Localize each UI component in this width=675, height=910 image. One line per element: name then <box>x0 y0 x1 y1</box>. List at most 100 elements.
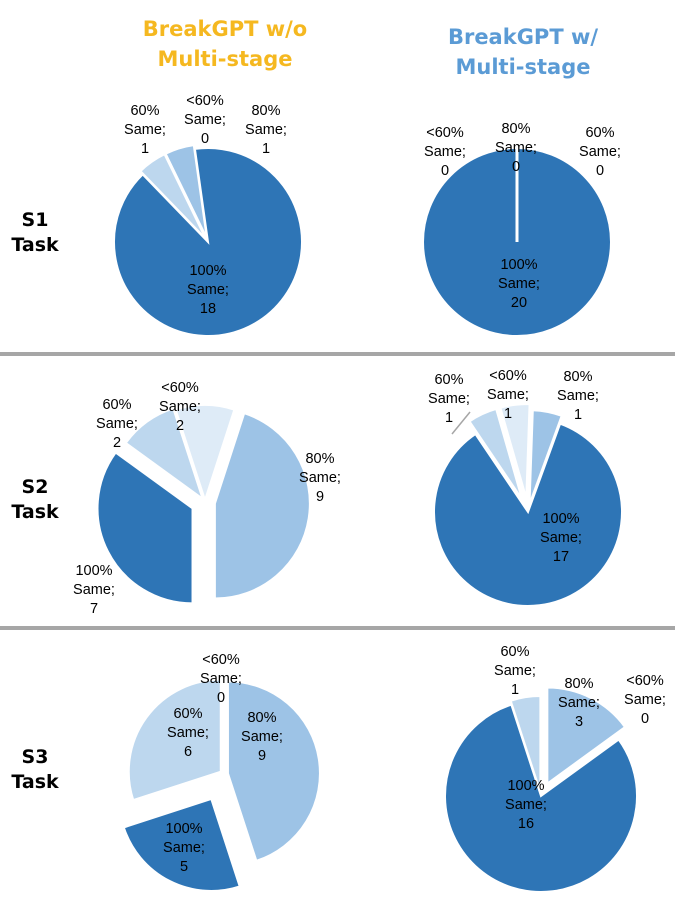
row-label-s3-line1: S3 <box>21 746 49 768</box>
data-label-line: 0 <box>512 159 520 175</box>
pie-slice-100pct-same <box>122 797 241 892</box>
pie-slice-lt60pct-same <box>499 403 531 499</box>
pie-chart-s1-with-multistage: 100% Same; 20 <60% Same; 0 80% Same; 0 60% Same; 0 <box>422 121 621 337</box>
data-label-line: Same; <box>428 391 470 407</box>
data-label-80pct-same: 80% Same; 9 <box>299 451 341 505</box>
pie-chart-s3-with-multistage: 80% Same; 3 <60% Same; 0 100% Same; 16 60% Same; 1 <box>444 644 666 893</box>
data-label-line: Same; <box>187 282 229 298</box>
data-label-line: Same; <box>540 530 582 546</box>
data-label-line: Same; <box>159 399 201 415</box>
data-label-100pct-same: 100% Same; 5 <box>163 821 205 875</box>
data-label-line: 60% <box>585 125 614 141</box>
row-label-s2: S2 Task <box>0 475 70 525</box>
data-label-line: 9 <box>258 748 266 764</box>
data-label-line: 1 <box>141 141 149 157</box>
data-label-line: 100% <box>500 257 537 273</box>
pie-slice-80pct-same <box>226 680 321 863</box>
data-label-line: 7 <box>90 601 98 617</box>
header-right-line2: Multi-stage <box>455 55 591 79</box>
data-label-100pct-same: 100% Same; 16 <box>505 778 547 832</box>
data-label-line: 9 <box>316 489 324 505</box>
data-label-lt60pct-same: <60% Same; 2 <box>159 380 201 434</box>
data-label-line: Same; <box>184 112 226 128</box>
data-label-line: 60% <box>434 372 463 388</box>
data-label-line: 1 <box>574 407 582 423</box>
header-left-line1: BreakGPT w/o <box>142 17 308 41</box>
data-label-80pct-same: 80% Same; 9 <box>241 710 283 764</box>
data-label-line: 60% <box>102 397 131 413</box>
pie-chart-s2-with-multistage: 100% Same; 17 60% Same; 1 <60% Same; 1 80% Same; 1 <box>428 368 623 607</box>
data-label-100pct-same: 100% Same; 18 <box>187 263 229 317</box>
data-label-line: 100% <box>75 563 112 579</box>
data-label-line: 0 <box>641 711 649 727</box>
header-with-multistage: BreakGPT w/ Multi-stage <box>388 22 658 82</box>
data-label-line: 100% <box>542 511 579 527</box>
data-label-line: Same; <box>498 276 540 292</box>
data-label-line: 16 <box>518 816 534 832</box>
data-label-lt60pct-same: <60% Same; 0 <box>424 125 466 179</box>
data-label-80pct-same: 80% Same; 0 <box>495 121 537 175</box>
data-label-80pct-same: 80% Same; 1 <box>245 103 287 157</box>
data-label-100pct-same: 100% Same; 17 <box>540 511 582 565</box>
pie-slice-80pct-same <box>546 686 627 786</box>
data-label-line: 1 <box>445 410 453 426</box>
pie-slice-80pct-same <box>528 409 563 505</box>
data-label-line: <60% <box>489 368 527 384</box>
pie-slice-80pct-same <box>213 411 311 600</box>
data-label-60pct-same: 60% Same; 1 <box>124 103 166 157</box>
data-label-80pct-same: 80% Same; 3 <box>558 676 600 730</box>
data-label-line: <60% <box>426 125 464 141</box>
header-without-multistage: BreakGPT w/o Multi-stage <box>90 14 360 74</box>
data-label-lt60pct-same: <60% Same; 0 <box>200 652 242 706</box>
data-label-80pct-same: 80% Same; 1 <box>557 369 599 423</box>
data-label-line: Same; <box>424 144 466 160</box>
data-label-lt60pct-same: <60% Same; 1 <box>487 368 529 422</box>
data-label-line: 60% <box>500 644 529 660</box>
pie-slice-100pct-same <box>96 451 194 605</box>
pie-slice-60pct-same <box>127 678 222 802</box>
data-label-line: Same; <box>495 140 537 156</box>
row-label-s1-line1: S1 <box>21 209 49 231</box>
data-label-line: 0 <box>201 131 209 147</box>
data-label-line: <60% <box>626 673 664 689</box>
data-label-line: 80% <box>564 676 593 692</box>
data-label-line: Same; <box>494 663 536 679</box>
data-label-line: Same; <box>487 387 529 403</box>
data-label-line: 80% <box>305 451 334 467</box>
data-label-line: Same; <box>245 122 287 138</box>
pie-slice-60pct-same <box>124 407 205 502</box>
data-label-60pct-same: 60% Same; 6 <box>167 706 209 760</box>
leader-line <box>451 411 471 435</box>
data-label-line: Same; <box>557 388 599 404</box>
row-label-s3-line2: Task <box>11 771 59 793</box>
data-label-100pct-same: 100% Same; 7 <box>73 563 115 617</box>
data-label-line: 0 <box>596 163 604 179</box>
data-label-line: 100% <box>189 263 226 279</box>
data-label-line: 0 <box>441 163 449 179</box>
data-label-line: 100% <box>507 778 544 794</box>
data-label-line: <60% <box>202 652 240 668</box>
header-right-line1: BreakGPT w/ <box>447 25 599 49</box>
data-label-line: 5 <box>180 859 188 875</box>
data-label-line: 80% <box>247 710 276 726</box>
data-label-line: 80% <box>251 103 280 119</box>
row-label-s2-line2: Task <box>11 501 59 523</box>
data-label-line: Same; <box>624 692 666 708</box>
data-label-line: Same; <box>124 122 166 138</box>
row-label-s1: S1 Task <box>0 208 70 258</box>
data-label-line: 1 <box>504 406 512 422</box>
data-label-line: Same; <box>505 797 547 813</box>
pie-slice-80pct-same <box>164 143 208 239</box>
row-divider-2 <box>0 626 675 630</box>
data-label-line: Same; <box>241 729 283 745</box>
pie-chart-s2-without-multistage: 80% Same; 9 100% Same; 7 60% Same; 2 <60% Same; 2 <box>73 380 341 617</box>
pie-slice-100pct-same <box>433 422 623 607</box>
data-label-60pct-same: 60% Same; 2 <box>96 397 138 451</box>
pie-slice-lt60pct-same <box>174 404 236 504</box>
data-label-line: Same; <box>163 840 205 856</box>
data-label-line: Same; <box>579 144 621 160</box>
data-label-line: 3 <box>575 714 583 730</box>
data-label-line: Same; <box>73 582 115 598</box>
data-label-line: 80% <box>563 369 592 385</box>
